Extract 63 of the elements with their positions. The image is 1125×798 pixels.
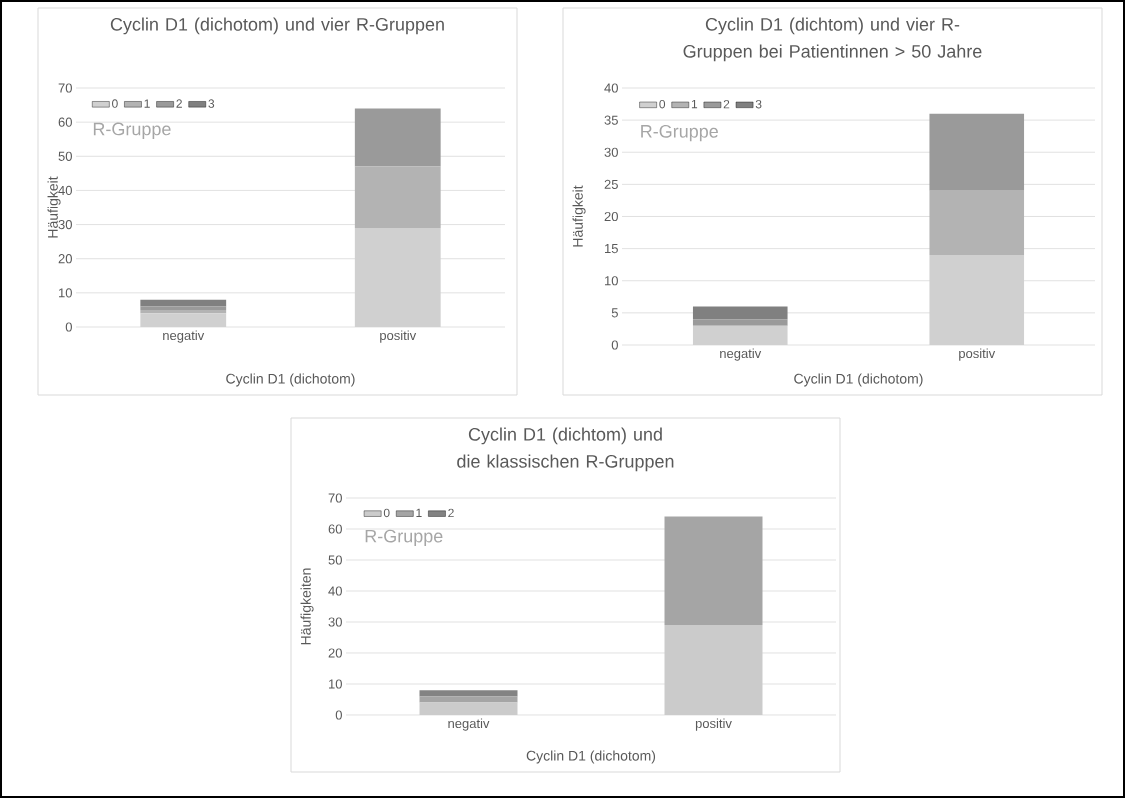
y-tick-label: 10 <box>59 288 72 298</box>
y-tick-label: 0 <box>65 322 72 332</box>
y-tick-label: 10 <box>329 679 342 689</box>
legend-title: R-Gruppe <box>641 124 718 142</box>
bar <box>419 696 518 703</box>
y-tick-label: 30 <box>604 147 618 157</box>
legend-label: 1 <box>416 508 422 518</box>
y-tick-label: 70 <box>58 83 72 93</box>
y-tick-label: 60 <box>58 117 72 127</box>
bar <box>929 190 1025 256</box>
chart-title: Cyclin D1 (dichtom) und vier R-Gruppen bei Patientinnen > 50 Jahre <box>683 17 982 62</box>
y-tick-label: 60 <box>328 524 342 534</box>
y-tick-label: 50 <box>58 151 72 161</box>
y-tick-label: 5 <box>611 308 618 318</box>
legend-label: 2 <box>448 508 454 518</box>
x-tick-label: positiv <box>380 330 417 343</box>
y-tick-label: 20 <box>604 211 618 222</box>
y-tick-label: 40 <box>328 586 342 596</box>
legend-title: R-Gruppe <box>365 529 443 547</box>
x-tick-label: negativ <box>448 718 490 731</box>
x-axis-title: Cyclin D1 (dichotom) <box>794 373 923 387</box>
bar <box>419 702 518 715</box>
bar <box>664 625 763 715</box>
bar <box>929 113 1025 191</box>
y-tick-label: 50 <box>328 555 342 565</box>
bar <box>140 299 227 307</box>
y-tick-label: 15 <box>605 244 618 254</box>
y-tick-label: 0 <box>335 710 342 720</box>
legend-label: 2 <box>176 99 182 108</box>
legend-label: 1 <box>144 99 150 108</box>
x-tick-label: positiv <box>959 348 996 361</box>
x-axis-title: Cyclin D1 (dichotom) <box>526 750 656 764</box>
y-tick-label: 30 <box>328 617 342 627</box>
bar <box>692 306 788 320</box>
y-tick-label: 70 <box>328 493 342 503</box>
chart-title: Cyclin D1 (dichotom) und vier R-Gruppen <box>110 17 444 35</box>
y-axis-title: Häufigkeit <box>572 185 586 247</box>
chart-title: Cyclin D1 (dichtom) und die klassischen R-Gruppen <box>457 427 674 472</box>
legend-label: 1 <box>691 99 698 109</box>
bar <box>692 319 788 326</box>
legend-label: 0 <box>112 99 118 108</box>
legend-label: 0 <box>383 508 390 518</box>
legend-title: R-Gruppe <box>93 122 171 139</box>
bar <box>354 108 441 167</box>
legend-label: 3 <box>208 99 215 108</box>
x-tick-label: negativ <box>720 348 762 361</box>
y-tick-label: 35 <box>604 115 618 125</box>
x-axis-title: Cyclin D1 (dichotom) <box>226 373 355 387</box>
legend-label: 2 <box>723 99 730 109</box>
bar <box>419 690 518 697</box>
y-tick-label: 40 <box>604 83 618 93</box>
x-tick-label: positiv <box>695 718 732 731</box>
legend-label: 3 <box>755 99 762 109</box>
x-tick-label: negativ <box>163 330 205 343</box>
legend-label: 0 <box>659 99 666 109</box>
bar <box>354 166 441 228</box>
y-tick-label: 20 <box>58 254 72 264</box>
bar <box>664 516 763 626</box>
y-tick-label: 20 <box>328 648 342 658</box>
y-tick-label: 10 <box>605 276 618 286</box>
y-tick-label: 0 <box>611 340 618 350</box>
y-axis-title: Häufigkeiten <box>300 568 314 645</box>
y-tick-label: 25 <box>604 179 618 189</box>
